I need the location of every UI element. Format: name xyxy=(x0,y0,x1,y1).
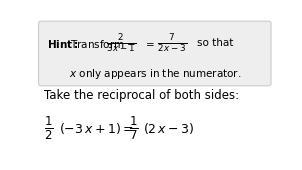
Text: $x$ only appears in the numerator.: $x$ only appears in the numerator. xyxy=(69,66,241,81)
Text: $\mathbf{Hint:}$: $\mathbf{Hint:}$ xyxy=(47,38,79,49)
Text: so that: so that xyxy=(197,38,233,48)
Text: $\frac{1}{2}$: $\frac{1}{2}$ xyxy=(44,115,53,142)
Text: $\frac{1}{7}$: $\frac{1}{7}$ xyxy=(129,115,139,142)
Text: Transform $-$: Transform $-$ xyxy=(70,38,137,49)
Text: $=$: $=$ xyxy=(143,38,154,48)
Text: Take the reciprocal of both sides:: Take the reciprocal of both sides: xyxy=(44,89,239,102)
Text: $(2\,x - 3)$: $(2\,x - 3)$ xyxy=(143,121,194,136)
Text: $\frac{7}{2\,x-3}$: $\frac{7}{2\,x-3}$ xyxy=(157,32,187,54)
Text: $(-3\,x + 1) =$: $(-3\,x + 1) =$ xyxy=(59,121,134,136)
Text: $\frac{2}{3\,x-1}$: $\frac{2}{3\,x-1}$ xyxy=(106,32,137,54)
FancyBboxPatch shape xyxy=(39,21,271,86)
